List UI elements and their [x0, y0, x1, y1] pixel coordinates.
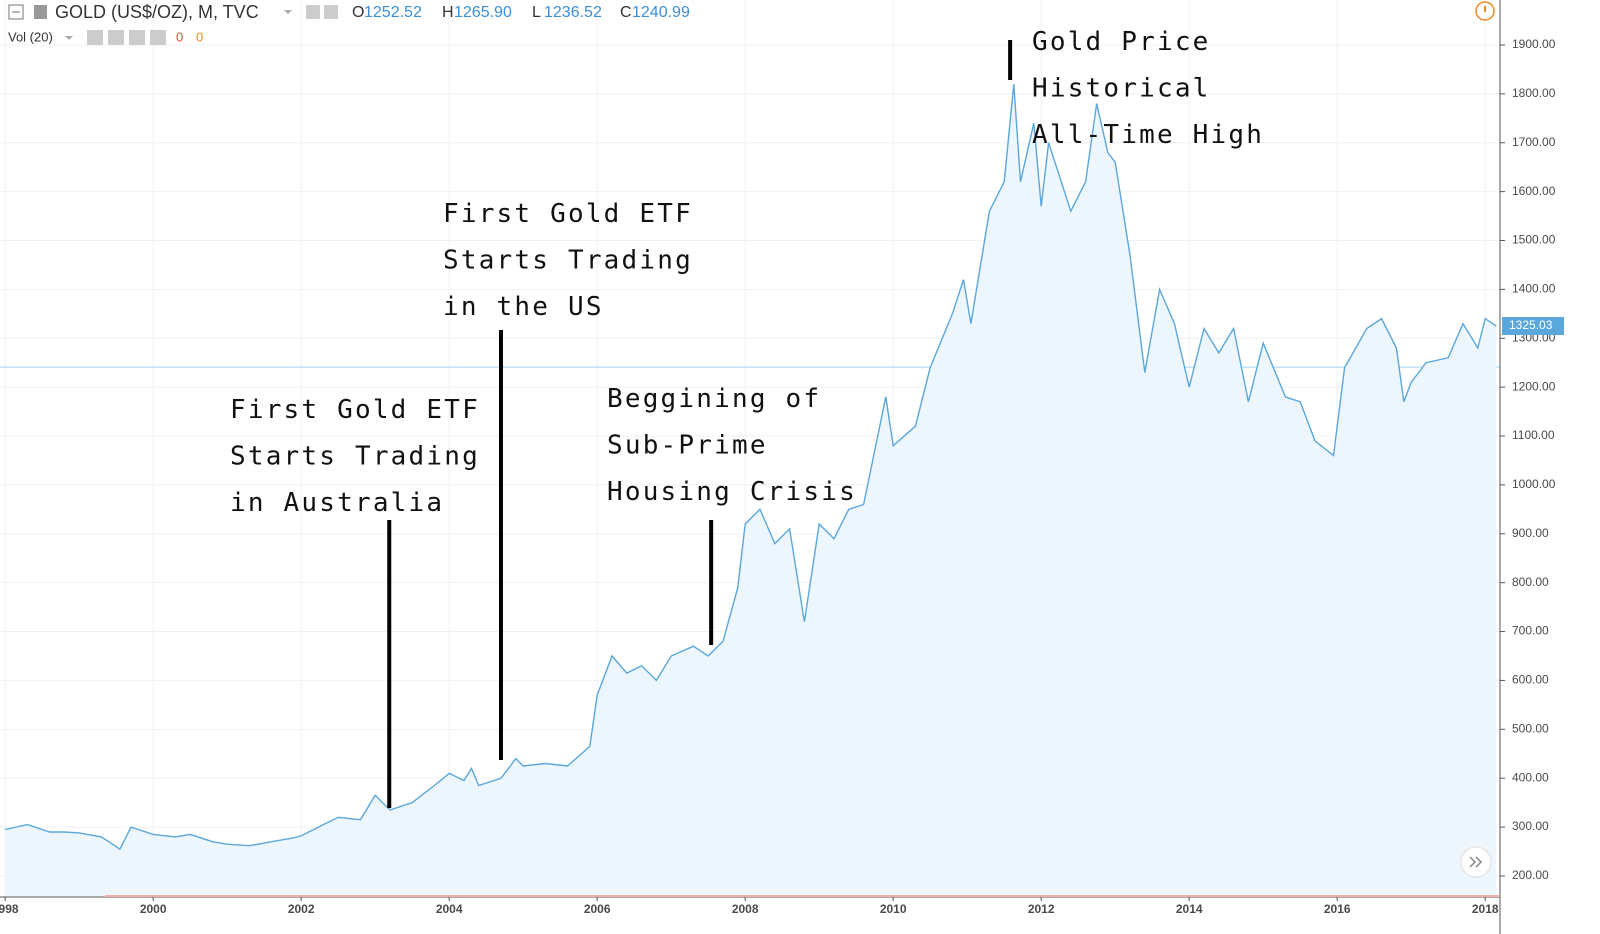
price-line: [5, 84, 1497, 851]
y-tick-label: 1700.00: [1512, 135, 1556, 149]
flag-icon[interactable]: [34, 5, 47, 19]
annotation-text: First Gold ETF: [443, 199, 693, 229]
collapse-button[interactable]: [8, 4, 24, 20]
vol-settings[interactable]: [108, 30, 124, 45]
x-tick-label: 2002: [288, 902, 315, 916]
y-tick-label: 1200.00: [1512, 379, 1556, 393]
y-tick-label: 1400.00: [1512, 282, 1556, 296]
y-tick-label: 700.00: [1512, 624, 1549, 638]
ohlc-value: 1236.52: [544, 4, 602, 21]
ohlc-letter: C: [620, 4, 632, 21]
annotation-text: Housing Crisis: [607, 477, 857, 507]
x-tick-label: 2008: [732, 902, 759, 916]
x-tick-label: 2016: [1324, 902, 1351, 916]
y-tick-label: 900.00: [1512, 526, 1549, 540]
annotation-text: Sub-Prime: [607, 431, 768, 461]
x-tick-label: 2014: [1176, 902, 1203, 916]
annotation-text: Gold Price: [1032, 27, 1211, 57]
ohlc-letter: O: [352, 4, 364, 21]
y-tick-label: 1900.00: [1512, 37, 1556, 51]
x-tick-label: 2000: [140, 902, 167, 916]
x-tick-label: 2010: [880, 902, 907, 916]
y-tick-label: 1100.00: [1512, 428, 1555, 442]
ohlc-value: 1240.99: [632, 4, 690, 21]
y-tick-label: 200.00: [1512, 868, 1549, 882]
vol-remove[interactable]: [150, 30, 166, 45]
volume-label: Vol (20): [8, 29, 53, 44]
annotation-text: in the US: [443, 292, 604, 322]
y-tick-label: 600.00: [1512, 673, 1549, 687]
annotation-text: in Australia: [230, 488, 444, 518]
volume-value: 0: [176, 29, 183, 44]
scroll-icon: [1469, 856, 1483, 868]
plot-area: [0, 84, 1500, 897]
x-tick-label: 2004: [436, 902, 463, 916]
vol-eye[interactable]: [87, 30, 103, 45]
annotation-text: Starts Trading: [443, 246, 693, 276]
ohlc-value: 1265.90: [454, 4, 512, 21]
y-tick-label: 800.00: [1512, 575, 1549, 589]
ohlc-letter: L: [532, 4, 541, 21]
y-tick-label: 300.00: [1512, 819, 1549, 833]
annotation-text: Historical: [1032, 74, 1211, 104]
x-tick-label: 2006: [584, 902, 611, 916]
annotations: First Gold ETF Starts Trading in Australia…: [230, 27, 1264, 808]
y-tick-label: 1600.00: [1512, 184, 1556, 198]
area-fill: [5, 84, 1497, 897]
x-tick-label: 1998: [0, 902, 19, 916]
ohlc-value: 1252.52: [364, 4, 422, 21]
annotation-text: Starts Trading: [230, 442, 480, 472]
ohlc-values: O 1252.52 H 1265.90 L 1236.52 C 1240.99: [352, 4, 690, 21]
last-price-label: 1325.03: [1509, 318, 1553, 332]
alert-icon[interactable]: [1475, 1, 1495, 21]
annotation-text: All-Time High: [1032, 120, 1264, 150]
y-tick-label: 500.00: [1512, 721, 1549, 735]
symbol: GOLD (US$/OZ), M, TVC: [55, 2, 259, 22]
annotation-text: Beggining of: [607, 384, 821, 414]
eye-icon[interactable]: [306, 5, 320, 19]
axes: 200.00 300.00 400.00 500.00 600.00 700.00 800.…: [0, 37, 1564, 916]
last-price-tag: [1502, 317, 1564, 336]
y-tick-label: 1800.00: [1512, 86, 1556, 100]
volume-menu[interactable]: [65, 36, 73, 40]
symbol-menu[interactable]: [284, 10, 292, 14]
y-tick-label: 1500.00: [1512, 233, 1556, 247]
y-tick-label: 400.00: [1512, 770, 1549, 784]
volume-value: 0: [196, 29, 203, 44]
y-tick-label: 1000.00: [1512, 477, 1556, 491]
annotation-text: First Gold ETF: [230, 395, 480, 425]
vol-add[interactable]: [129, 30, 145, 45]
x-tick-label: 2018: [1472, 902, 1499, 916]
x-tick-label: 2012: [1028, 902, 1055, 916]
ohlc-letter: H: [442, 4, 454, 21]
settings-icon[interactable]: [324, 5, 338, 19]
